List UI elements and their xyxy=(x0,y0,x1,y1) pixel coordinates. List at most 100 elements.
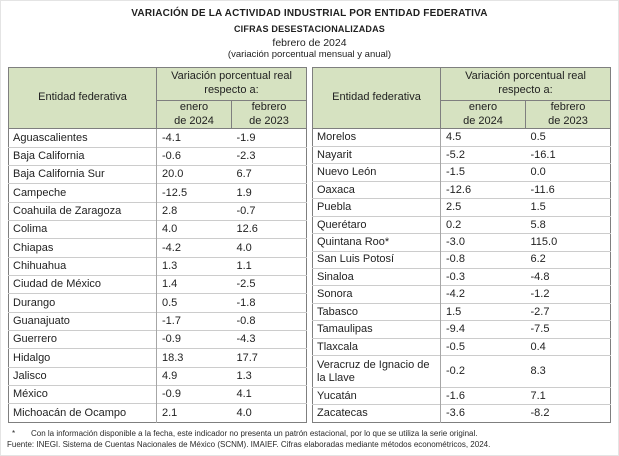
value-cell: 17.7 xyxy=(231,348,307,368)
variation-group-header: Variación porcentual real respecto a: xyxy=(440,66,611,101)
entity-name: Yucatán xyxy=(312,386,441,405)
value-cell: 1.5 xyxy=(525,198,611,217)
entity-name: Quintana Roo* xyxy=(312,233,441,251)
value-cell: -11.6 xyxy=(525,180,611,199)
value-cell: 1.9 xyxy=(231,183,307,203)
table-row: Yucatán -1.6 7.1 xyxy=(312,386,611,405)
value-cell: -0.3 xyxy=(440,267,526,286)
variation-group-header: Variación porcentual real respecto a: xyxy=(156,66,307,101)
value-cell: -0.9 xyxy=(156,330,232,349)
value-cell: 4.9 xyxy=(156,366,232,386)
table-row: Durango 0.5 -1.8 xyxy=(8,293,307,313)
entity-name: Jalisco xyxy=(8,366,157,386)
right-table: Entidad federativa Variación porcentual … xyxy=(312,66,611,423)
value-cell: 1.5 xyxy=(440,302,526,321)
page-title: VARIACIÓN DE LA ACTIVIDAD INDUSTRIAL POR… xyxy=(131,8,488,19)
entity-name: Zacatecas xyxy=(312,404,441,423)
value-cell: -4.2 xyxy=(440,285,526,304)
table-row: Nayarit -5.2 -16.1 xyxy=(312,145,611,164)
table-row: Sinaloa -0.3 -4.8 xyxy=(312,267,611,286)
left-table-body: Aguascalientes -4.1 -1.9 Baja California -0.… xyxy=(8,128,307,423)
entity-name: Baja California Sur xyxy=(8,165,157,184)
value-cell: -16.1 xyxy=(525,145,611,164)
value-cell: -0.9 xyxy=(156,385,232,404)
footnote-marker: * xyxy=(12,428,16,438)
left-table: Entidad federativa Variación porcentual … xyxy=(8,66,307,423)
entity-name: Guanajuato xyxy=(8,311,157,331)
right-table-body: Morelos 4.5 0.5 Nayarit -5.2 -16.1 Nuevo León -… xyxy=(312,128,611,423)
table-row: Colima 4.0 12.6 xyxy=(8,220,307,239)
table-row: Tlaxcala -0.5 0.4 xyxy=(312,337,611,356)
footnote-line: * Con la información disponible a la fec… xyxy=(7,428,610,439)
footnote-text: Con la información disponible a la fecha… xyxy=(31,428,478,438)
value-cell: -0.5 xyxy=(440,337,526,356)
value-cell: -0.6 xyxy=(156,146,232,166)
entity-name: Morelos xyxy=(312,128,441,147)
value-cell: 1.4 xyxy=(156,275,232,294)
value-cell: -2.3 xyxy=(231,146,307,166)
value-cell: -4.3 xyxy=(231,330,307,349)
value-cell: 6.2 xyxy=(525,250,611,269)
entity-name: Tabasco xyxy=(312,302,441,321)
footnotes: * Con la información disponible a la fec… xyxy=(1,423,618,450)
value-cell: -0.2 xyxy=(440,355,526,388)
entity-name: Coahuila de Zaragoza xyxy=(8,201,157,221)
value-cell: 1.3 xyxy=(231,366,307,386)
value-cell: 2.8 xyxy=(156,201,232,221)
table-row: Ciudad de México 1.4 -2.5 xyxy=(8,275,307,294)
value-cell: 4.5 xyxy=(440,128,526,147)
left-table-header: Entidad federativa Variación porcentual … xyxy=(8,66,307,130)
value-cell: -0.7 xyxy=(231,201,307,221)
value-cell: 7.1 xyxy=(525,386,611,405)
value-cell: -1.7 xyxy=(156,311,232,331)
value-cell: 18.3 xyxy=(156,348,232,368)
value-cell: -8.2 xyxy=(525,404,611,423)
value-cell: 4.0 xyxy=(156,220,232,239)
value-cell: -9.4 xyxy=(440,320,526,339)
value-cell: -0.8 xyxy=(231,311,307,331)
value-cell: -7.5 xyxy=(525,320,611,339)
entity-name: Puebla xyxy=(312,198,441,217)
value-cell: 0.4 xyxy=(525,337,611,356)
entity-name: Nuevo León xyxy=(312,163,441,182)
entity-name: Veracruz de Ignacio de la Llave xyxy=(312,355,441,388)
entity-name: Campeche xyxy=(8,183,157,203)
table-row: Hidalgo 18.3 17.7 xyxy=(8,348,307,368)
value-cell: -4.1 xyxy=(156,128,232,148)
value-cell: 1.1 xyxy=(231,256,307,276)
table-row: Aguascalientes -4.1 -1.9 xyxy=(8,128,307,148)
entity-name: Oaxaca xyxy=(312,180,441,199)
value-cell: 20.0 xyxy=(156,165,232,184)
table-row: Campeche -12.5 1.9 xyxy=(8,183,307,203)
value-cell: 12.6 xyxy=(231,220,307,239)
value-cell: -1.2 xyxy=(525,285,611,304)
table-row: San Luis Potosí -0.8 6.2 xyxy=(312,250,611,269)
value-cell: -3.0 xyxy=(440,233,526,251)
table-row: México -0.9 4.1 xyxy=(8,385,307,404)
value-cell: 2.5 xyxy=(440,198,526,217)
entity-name: Nayarit xyxy=(312,145,441,164)
value-cell: -1.8 xyxy=(231,293,307,313)
entity-name: Ciudad de México xyxy=(8,275,157,294)
table-row: Sonora -4.2 -1.2 xyxy=(312,285,611,304)
febrero-2023-column-header: febrero de 2023 xyxy=(525,99,611,130)
value-cell: 0.5 xyxy=(525,128,611,147)
value-cell: -2.5 xyxy=(231,275,307,294)
entity-name: Tamaulipas xyxy=(312,320,441,339)
enero-2024-column-header: enero de 2024 xyxy=(440,99,526,130)
table-row: Puebla 2.5 1.5 xyxy=(312,198,611,217)
value-cell: -4.2 xyxy=(156,238,232,258)
value-cell: 2.1 xyxy=(156,403,232,423)
value-cell: 5.8 xyxy=(525,215,611,234)
table-row: Jalisco 4.9 1.3 xyxy=(8,366,307,386)
table-row: Guerrero -0.9 -4.3 xyxy=(8,330,307,349)
entity-name: Aguascalientes xyxy=(8,128,157,148)
entity-name: Chihuahua xyxy=(8,256,157,276)
value-cell: 8.3 xyxy=(525,355,611,388)
period-label: febrero de 2024 xyxy=(272,36,347,49)
table-row: Chihuahua 1.3 1.1 xyxy=(8,256,307,276)
table-row: Quintana Roo* -3.0 115.0 xyxy=(312,233,611,251)
table-row: Baja California Sur 20.0 6.7 xyxy=(8,165,307,184)
value-cell: 4.0 xyxy=(231,238,307,258)
value-cell: -1.6 xyxy=(440,386,526,405)
